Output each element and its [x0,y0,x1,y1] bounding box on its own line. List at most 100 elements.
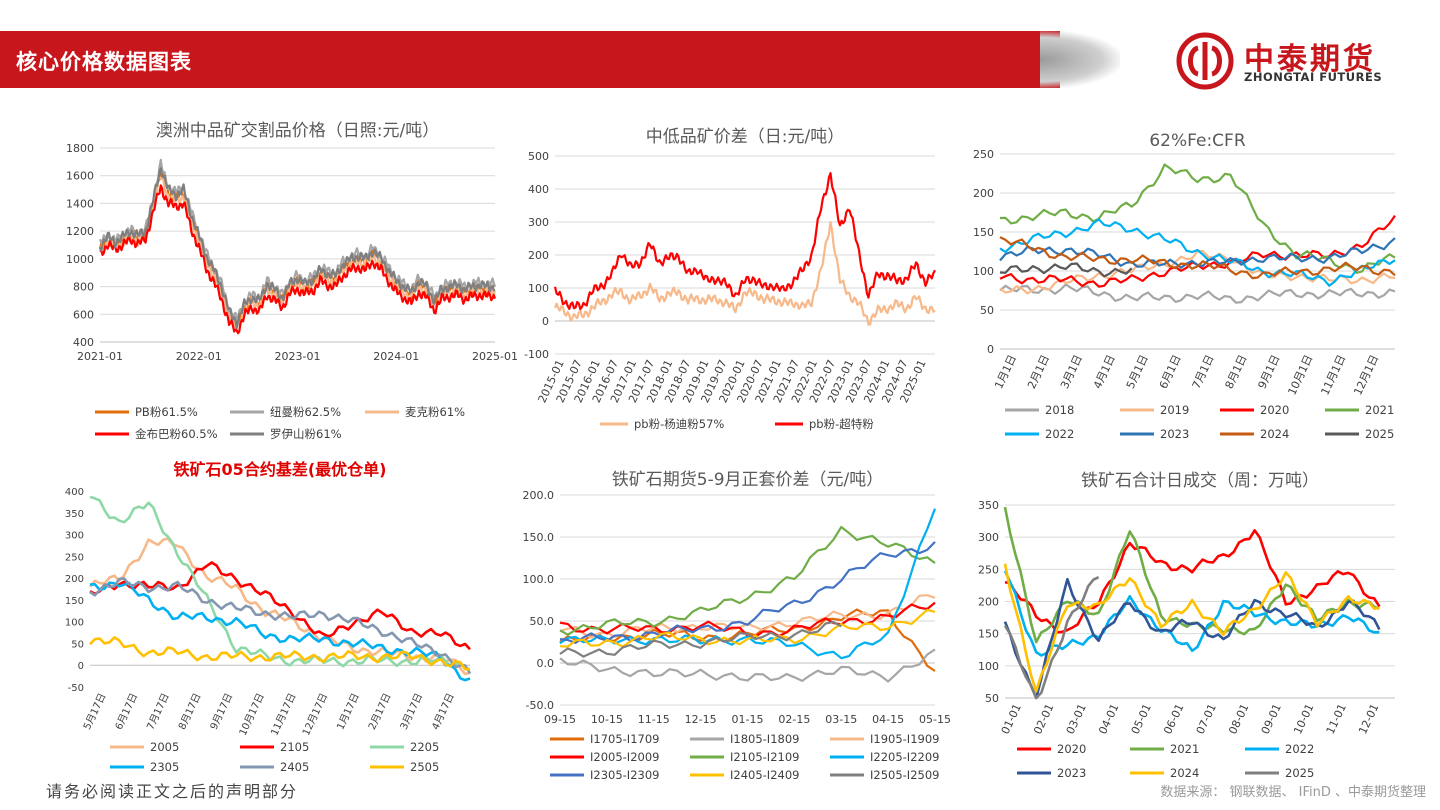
legend-label: pb粉-超特粉 [809,417,874,431]
legend-label: 2018 [1045,403,1074,417]
series-line-2024 [999,236,1396,280]
series-line-2105 [89,561,471,651]
x-tick-label: 11-15 [638,713,670,726]
legend-label: 罗伊山粉61% [270,427,342,441]
page-title: 核心价格数据图表 [16,50,192,74]
x-tick-label: 10月1日 [1285,353,1315,397]
x-tick-label: 10月17日 [237,691,267,737]
x-tick-label: 1月1日 [992,353,1019,391]
legend-label: I1705-I1709 [590,732,659,746]
legend-label: 2021 [1365,403,1394,417]
y-tick-label: 150 [65,596,84,607]
legend-label: 2020 [1260,403,1289,417]
chart-title: 澳洲中品矿交割品价格（日照:元/吨） [156,121,439,141]
y-tick-label: 1600 [66,170,94,183]
chart-australian-ore-price: 澳洲中品矿交割品价格（日照:元/吨） 400 600 800 1000 1200 1400 1… [66,121,518,441]
series-line-2025 [999,262,1133,278]
x-tick-label: 4月17日 [429,691,456,732]
y-tick-label: 800 [73,281,94,294]
x-tick-label: 9月1日 [1256,353,1283,391]
legend-label: 2023 [1160,427,1189,441]
x-tick-label: 11月1日 [1318,353,1348,397]
x-tick-label: 2024-01 [373,350,419,363]
series-line-2024 [1003,563,1380,693]
series-line-2018 [999,283,1396,304]
legend-label: 2005 [150,740,179,754]
legend-label: 2505 [410,760,439,774]
x-tick-label: 04-01 [1096,702,1121,736]
y-tick-label: 200 [65,574,84,585]
x-tick-label: 9月17日 [208,691,235,732]
logo-name: 中泰期货 [1244,42,1376,77]
x-tick-label: 02-15 [778,713,810,726]
x-tick-label: 07-01 [1194,702,1219,736]
y-tick-label: 0 [987,343,994,356]
legend-label: 2022 [1285,742,1314,756]
x-tick-label: 03-15 [825,713,857,726]
x-tick-label: 02-01 [1031,702,1056,736]
x-tick-label: 09-15 [544,713,576,726]
y-tick-label: 1200 [66,225,94,238]
y-tick-label: 50.0 [530,615,555,628]
x-tick-label: 10-15 [591,713,623,726]
company-logo: 中泰期货 ZHONGTAI FUTURES [1176,32,1406,90]
series-line-pb-57 [553,221,936,326]
legend-label: I2205-I2209 [870,750,939,764]
y-tick-label: 350 [978,499,999,512]
chart-title: 铁矿石期货5-9月正套价差（元/吨） [612,470,884,490]
y-tick-label: 500 [528,150,549,163]
legend-label: I2105-I2109 [730,750,799,764]
x-tick-label: 4月1日 [1091,353,1118,391]
y-tick-label: 200 [528,249,549,262]
y-tick-label: 100 [528,282,549,295]
y-tick-label: -100 [524,348,549,361]
chart-mid-low-grade-spread: 中低品矿价差（日:元/吨）-10001002003004005002015-01… [524,127,936,431]
series-line-2305 [89,581,471,682]
y-tick-label: 250 [65,552,84,563]
y-tick-label: 1400 [66,197,94,210]
x-tick-label: 7月17日 [144,691,171,732]
x-tick-label: 5月1日 [1124,353,1151,391]
x-tick-label: 08-01 [1226,702,1251,736]
legend-label: 2022 [1045,427,1074,441]
y-tick-label: 0 [78,661,84,672]
series-line-i2305-i2309 [559,541,936,644]
logo-mark-icon [1176,32,1234,90]
series-line-pb [553,171,936,311]
x-tick-label: 2月1日 [1025,353,1052,391]
series-line-i2105-i2109 [559,525,936,636]
legend-label: 2205 [410,740,439,754]
y-tick-label: 0.0 [537,657,555,670]
series-line-2405 [89,577,472,674]
header-bar [0,31,1060,88]
series-line-2022 [999,218,1396,287]
x-tick-label: 05-15 [919,713,951,726]
series-line-2021 [999,163,1396,274]
x-tick-label: 1月17日 [334,691,361,732]
y-tick-label: -50.0 [526,699,554,712]
y-tick-label: 250 [973,148,994,161]
y-tick-label: 200.0 [523,489,555,502]
legend-label: 2105 [280,740,309,754]
chart-title: 铁矿石合计日成交（周：万吨） [1081,471,1319,491]
legend-label: 纽曼粉62.5% [270,405,341,419]
y-tick-label: 200 [978,596,999,609]
chart-62fe-cfr: 62%Fe:CFR 0 50 100 150 200 250 1月1日 2月1日 3月1日 4月1日… [973,131,1396,441]
y-tick-label: 100 [65,618,84,629]
y-tick-label: 250 [978,563,999,576]
y-tick-label: 50 [980,304,994,317]
legend-label: PB粉61.5% [135,405,198,419]
y-tick-label: 50 [985,692,999,705]
series-line-60-5 [99,184,497,335]
y-tick-label: 600 [73,308,94,321]
x-tick-label: 04-15 [872,713,904,726]
series-line-2020 [1004,529,1381,634]
x-tick-label: 09-01 [1259,702,1284,736]
series-line-2023 [1003,577,1381,700]
x-tick-label: 8月1日 [1223,353,1250,391]
x-tick-label: 7月1日 [1190,353,1217,391]
series-line-2205 [89,495,471,671]
x-tick-label: 3月17日 [398,691,425,732]
legend-label: 2025 [1285,766,1314,780]
y-tick-label: 1800 [66,142,94,155]
